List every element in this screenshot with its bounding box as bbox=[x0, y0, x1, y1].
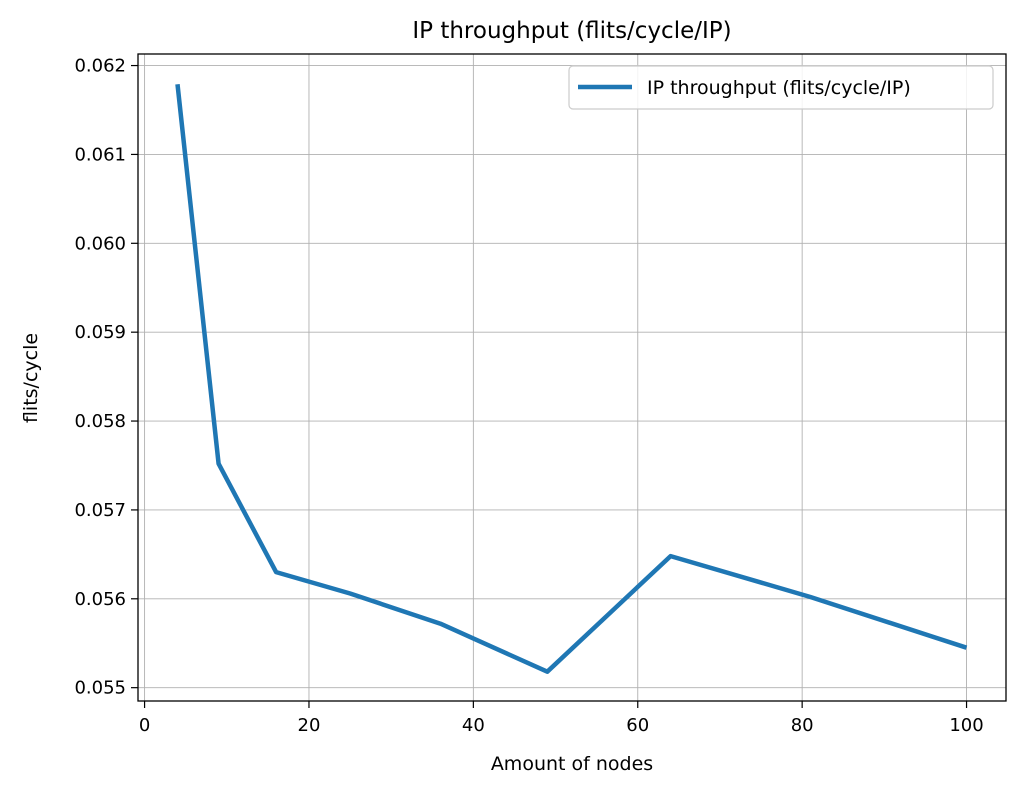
y-tick-label: 0.056 bbox=[74, 589, 126, 610]
y-tick-label: 0.061 bbox=[74, 144, 126, 165]
plot-area-frame bbox=[137, 53, 1007, 702]
legend-box bbox=[568, 65, 994, 110]
data-point bbox=[965, 646, 969, 650]
y-tick-label: 0.060 bbox=[74, 233, 126, 254]
y-tick-label: 0.059 bbox=[74, 322, 126, 343]
y-tick-label: 0.058 bbox=[74, 411, 126, 432]
data-point bbox=[545, 670, 549, 674]
axis-ticks: 0 20 40 60 80 100 0.055 0.056 0.057 0.058 0.059 0.0… bbox=[74, 56, 983, 736]
data-point bbox=[669, 554, 673, 558]
x-axis-label: Amount of nodes bbox=[491, 753, 653, 775]
x-tick-label: 40 bbox=[462, 715, 485, 736]
data-point bbox=[217, 462, 221, 466]
x-tick-label: 100 bbox=[949, 715, 983, 736]
y-axis-label: flits/cycle bbox=[20, 333, 42, 423]
x-tick-label: 0 bbox=[139, 715, 150, 736]
x-tick-label: 20 bbox=[298, 715, 321, 736]
x-tick-label: 60 bbox=[626, 715, 649, 736]
legend: IP throughput (flits/cycle/IP) bbox=[568, 65, 994, 110]
x-tick-label: 80 bbox=[791, 715, 814, 736]
data-point bbox=[438, 622, 442, 626]
y-tick-label: 0.062 bbox=[74, 56, 126, 77]
data-point bbox=[274, 570, 278, 574]
y-tick-label: 0.057 bbox=[74, 500, 126, 521]
data-point bbox=[808, 595, 812, 599]
legend-entry-label: IP throughput (flits/cycle/IP) bbox=[647, 77, 911, 99]
chart-title: IP throughput (flits/cycle/IP) bbox=[412, 18, 731, 44]
series-line bbox=[175, 83, 968, 674]
data-point bbox=[175, 82, 179, 86]
series-layer bbox=[175, 82, 969, 674]
y-tick-label: 0.055 bbox=[74, 678, 126, 699]
data-point bbox=[348, 591, 352, 595]
